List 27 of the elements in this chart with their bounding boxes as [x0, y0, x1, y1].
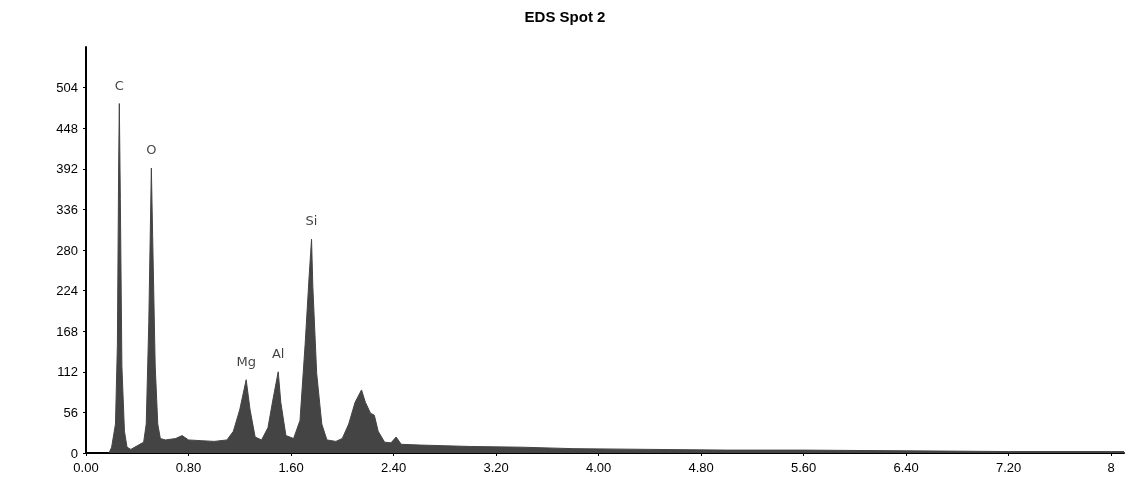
x-tick-label: 0.00: [73, 460, 99, 475]
annotation: Al: [271, 345, 285, 361]
x-tick-label: 4.80: [688, 460, 714, 475]
annotation: O: [146, 142, 157, 158]
y-tick-label: 56: [63, 404, 78, 420]
x-tick-label: 1.60: [278, 460, 304, 475]
y-tick-label: 336: [56, 201, 78, 217]
y-tick-label: 504: [56, 80, 78, 96]
x-tick-label: 7.20: [996, 460, 1022, 475]
y-tick-label: 224: [56, 283, 78, 299]
y-tick-label: 280: [56, 242, 78, 258]
x-tick-label: 6.40: [893, 460, 919, 475]
x-tick-label: 8: [1107, 460, 1115, 475]
y-tick-label: 448: [56, 120, 78, 136]
x-tick-label: 3.20: [483, 460, 509, 475]
y-tick-label: 0: [70, 445, 78, 461]
y-tick-label: 168: [56, 323, 78, 339]
annotation: Si: [305, 213, 318, 229]
x-tick-label: 5.60: [790, 460, 817, 475]
x-tick-label: 4.00: [585, 460, 612, 475]
annotation: Mg: [236, 353, 256, 369]
chart-title: EDS Spot 2: [524, 8, 606, 25]
annotation: C: [114, 77, 124, 93]
y-tick-label: 392: [56, 161, 78, 177]
x-tick-label: 0.80: [175, 460, 202, 475]
x-tick-label: 2.40: [380, 460, 407, 475]
y-tick-label: 112: [57, 364, 78, 380]
